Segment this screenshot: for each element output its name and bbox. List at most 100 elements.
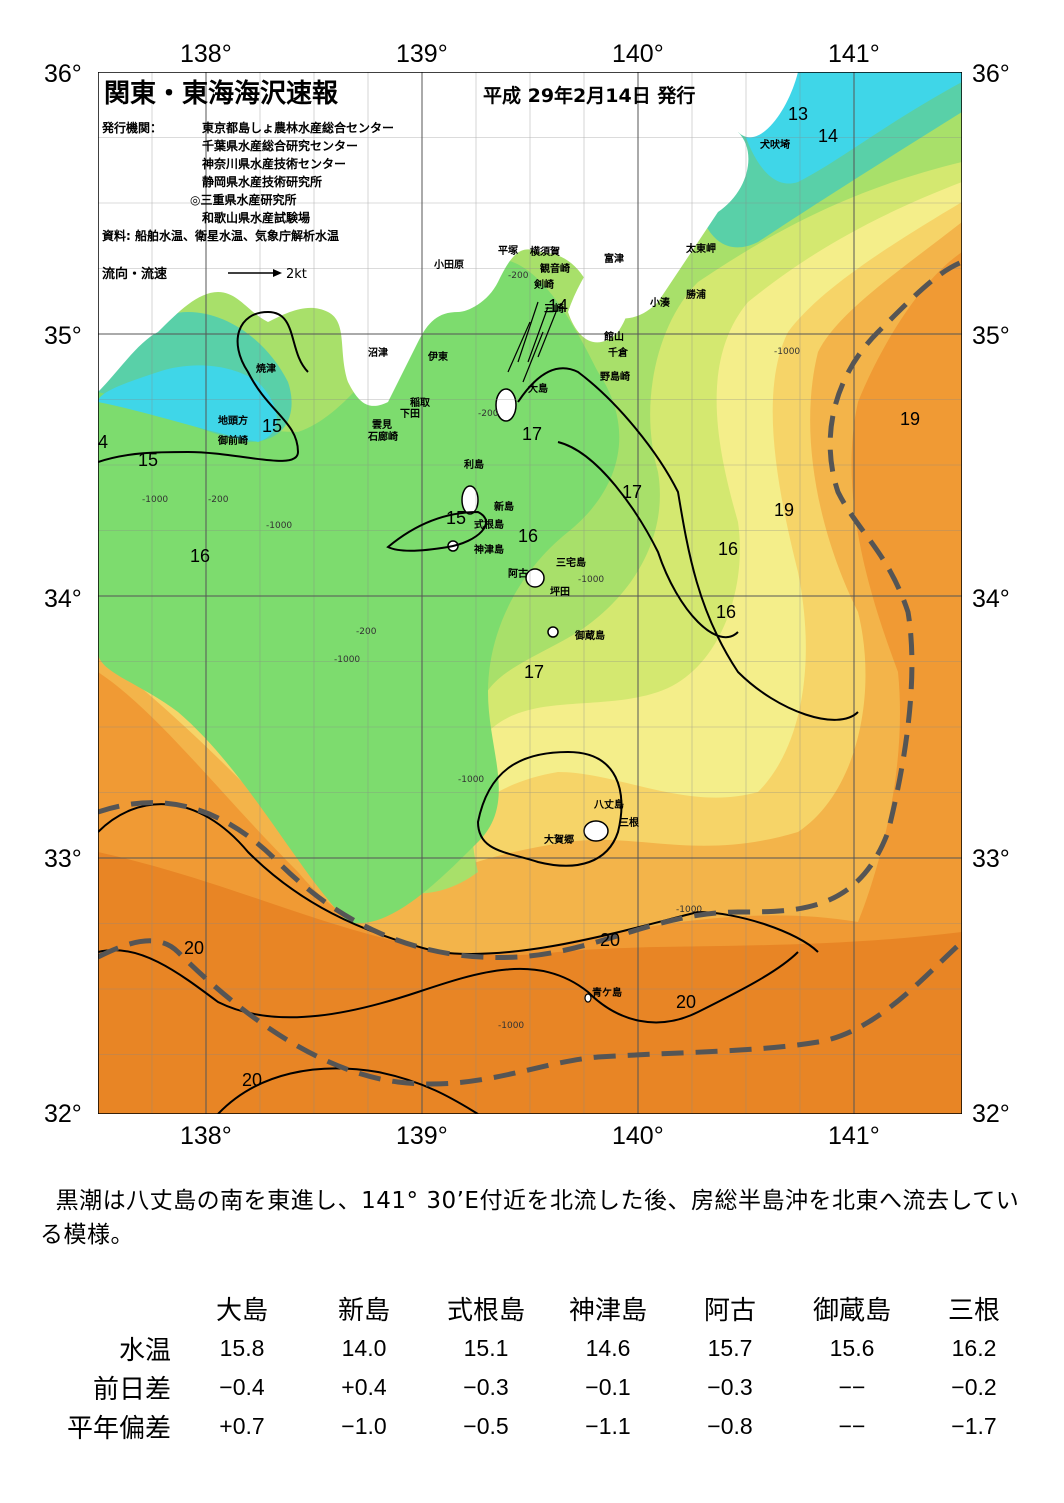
- depth-label-1000-e: -1000: [578, 575, 604, 585]
- place-taitomisaki: 太東岬: [685, 242, 716, 255]
- isotherm-label-16-east: 16: [718, 539, 738, 559]
- table-cell: −1.0: [341, 1413, 387, 1439]
- row-label: 水温: [118, 1335, 171, 1365]
- data-source: 資料: 船舶水温、衛星水温、気象庁解析水温: [102, 228, 339, 243]
- current-legend-arrowhead: [273, 269, 282, 277]
- current-legend-label: 流向・流速: [102, 266, 167, 282]
- publisher-2: 千葉県水産総合研究センター: [202, 138, 358, 153]
- station-header: 阿古: [703, 1294, 756, 1325]
- lat-label-35-right: 35°: [972, 322, 1010, 350]
- table-cell: −0.3: [463, 1374, 509, 1400]
- place-tateyama: 館山: [603, 330, 624, 343]
- lon-label-138-top: 138°: [180, 40, 232, 68]
- summary-text: 黒潮は八丈島の南を東進し、141° 30’E付近を北流した後、房総半島沖を北東へ…: [40, 1188, 1020, 1248]
- place-jitogata: 地頭方: [218, 414, 248, 427]
- lat-label-32-left: 32°: [44, 1100, 82, 1128]
- place-kannonzaki: 観音崎: [540, 262, 570, 275]
- lat-label-36-left: 36°: [44, 60, 82, 88]
- kuroshio-summary: 黒潮は八丈島の南を東進し、141° 30’E付近を北流した後、房総半島沖を北東へ…: [40, 1184, 1030, 1252]
- lat-label-34-right: 34°: [972, 585, 1010, 613]
- lon-label-141-bottom: 141°: [828, 1122, 880, 1150]
- place-okago: 大賀郷: [544, 833, 574, 846]
- lon-label-139-top: 139°: [396, 40, 448, 68]
- place-mitsune: 三根: [619, 816, 639, 829]
- row-label: 前日差: [92, 1374, 171, 1404]
- publisher-5: ◎三重県水産研究所: [190, 192, 296, 207]
- table-corner: [40, 1287, 181, 1329]
- place-ito: 伊東: [427, 350, 448, 363]
- table-cell: −0.5: [463, 1413, 509, 1439]
- isotherm-16-east: [517, 367, 859, 721]
- table-header-row: 大島 新島 式根島 神津島 阿古 御蔵島 三根: [40, 1287, 1035, 1329]
- table-cell: −1.1: [585, 1413, 631, 1439]
- depth-labels: -200 -200 -200 -200 -1000 -1000 -1000 -1…: [142, 271, 800, 1031]
- table-cell: −1.7: [951, 1413, 997, 1439]
- isotherm-label-17-center: 17: [622, 482, 642, 502]
- publisher-6: 和歌山県水産試験場: [201, 210, 310, 225]
- place-labels: 小田原 平塚 横須賀 観音崎 剣崎 三崎 富津 太東岬 勝浦 小湊 館山 千倉 …: [217, 138, 790, 999]
- table-cell: 15.8: [219, 1335, 265, 1361]
- map-date: 平成 29年2月14日 発行: [483, 84, 695, 107]
- publisher-1: 東京都島しょ農林水産総合センター: [202, 120, 394, 135]
- lat-label-33-left: 33°: [44, 845, 82, 873]
- lon-label-140-bottom: 140°: [612, 1122, 664, 1150]
- isotherm-hachijo-loop: [476, 750, 623, 867]
- station-header: 新島: [337, 1294, 390, 1325]
- lat-label-35-left: 35°: [44, 322, 82, 350]
- table-cell: −0.4: [219, 1374, 265, 1400]
- place-numazu: 沼津: [368, 346, 388, 359]
- place-mikurajima: 御蔵島: [574, 629, 605, 642]
- isotherm-label-20-south: 20: [242, 1070, 262, 1090]
- station-header: 御蔵島: [812, 1294, 891, 1325]
- lon-label-139-bottom: 139°: [396, 1122, 448, 1150]
- sea-cold-west: [98, 365, 277, 442]
- table-cell: −0.2: [951, 1374, 997, 1400]
- isotherm-label-20-mid: 20: [600, 930, 620, 950]
- island-mikura: [547, 626, 559, 638]
- lon-label-138-bottom: 138°: [180, 1122, 232, 1150]
- place-tsurugizaki: 剣崎: [533, 278, 554, 291]
- isotherm-label-16-miyake: 16: [518, 526, 538, 546]
- land-chiba-north: [738, 72, 798, 138]
- isotherm-label-19-east: 19: [900, 409, 920, 429]
- place-ako: 阿古: [508, 567, 528, 580]
- table-cell: −0.8: [707, 1413, 753, 1439]
- current-vectors: [507, 301, 557, 383]
- place-inatori: 稲取: [410, 396, 431, 409]
- table-cell: +0.7: [219, 1413, 265, 1439]
- lat-label-32-right: 32°: [972, 1100, 1010, 1128]
- table-cell: −−: [838, 1413, 866, 1439]
- place-shikinejima: 式根島: [474, 518, 504, 531]
- place-shimoda: 下田: [400, 408, 420, 420]
- table-cell: 16.2: [951, 1335, 997, 1361]
- place-kozushima: 神津島: [474, 543, 504, 556]
- isotherm-15-west: [98, 310, 309, 463]
- table-cell: 15.1: [463, 1335, 509, 1361]
- depth-label-200-d: -200: [356, 627, 377, 637]
- table-cell: −0.1: [585, 1374, 631, 1400]
- row-label: 平年偏差: [66, 1413, 171, 1443]
- isotherm-label-4-edge: 4: [98, 432, 108, 452]
- table-cell: 15.7: [707, 1335, 753, 1361]
- place-odawara: 小田原: [433, 258, 464, 271]
- lon-label-140-top: 140°: [612, 40, 664, 68]
- island-miyake: [525, 568, 545, 588]
- publisher-3: 神奈川県水産技術センター: [202, 156, 346, 171]
- isotherm-label-13: 13: [788, 104, 808, 124]
- depth-label-1000-c: -1000: [334, 655, 360, 665]
- publisher-label: 発行機関：: [101, 120, 162, 135]
- table-row: 水温 15.8 14.0 15.1 14.6 15.7 15.6 16.2: [40, 1329, 1035, 1368]
- table-cell: 14.6: [585, 1335, 631, 1361]
- isotherm-label-20-west: 20: [184, 938, 204, 958]
- depth-label-200-c: -200: [208, 495, 229, 505]
- isotherm-20-far-south: [217, 1067, 479, 1114]
- station-header: 式根島: [446, 1294, 525, 1325]
- current-legend-scale: 2kt: [286, 267, 307, 282]
- place-yokosuka: 横須賀: [530, 245, 560, 258]
- isotherm-label-15-coast: 15: [138, 450, 158, 470]
- sea-cold-northeast: [738, 72, 962, 184]
- island-aogashima: [584, 993, 592, 1003]
- place-niijima: 新島: [494, 500, 514, 513]
- degree-lines: [98, 72, 962, 1114]
- lon-label-141-top: 141°: [828, 40, 880, 68]
